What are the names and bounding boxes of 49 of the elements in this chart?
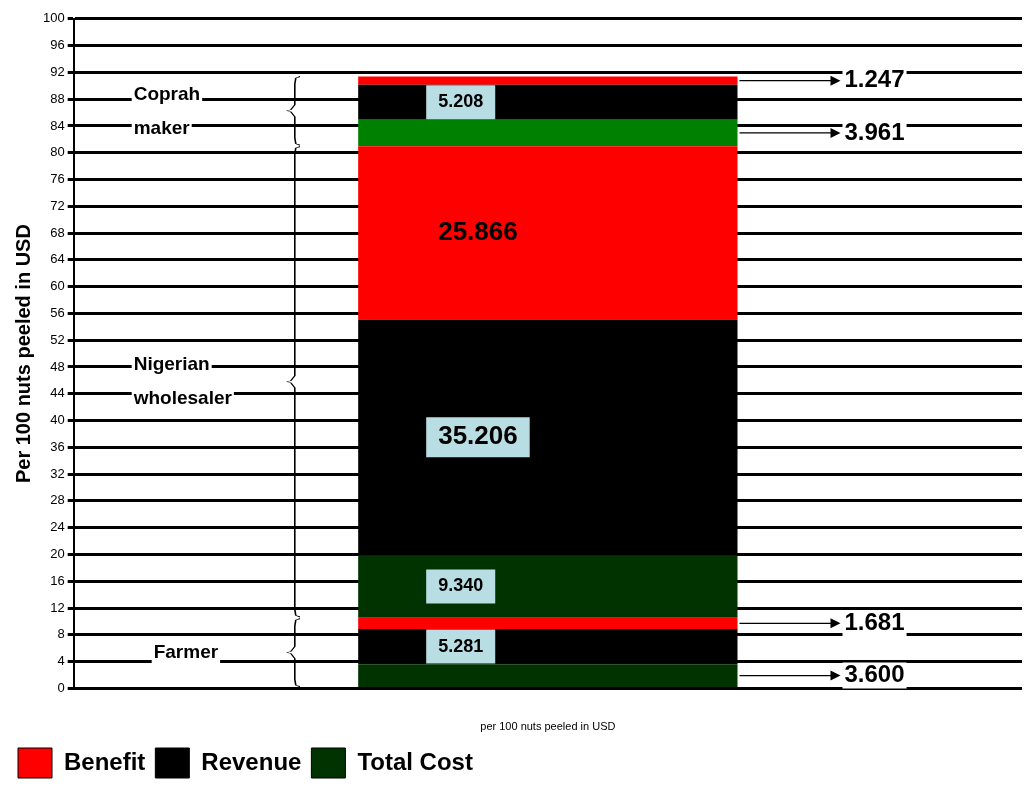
data-label: 3.961 <box>844 117 905 145</box>
y-axis-title: Per 100 nuts peeled in USD <box>11 224 34 484</box>
y-tick-label: 24 <box>50 519 65 535</box>
data-label: 1.681 <box>844 607 905 635</box>
data-label: 1.247 <box>844 65 905 93</box>
y-tick-label: 28 <box>50 492 65 508</box>
bar <box>358 76 738 85</box>
y-tick-label: 92 <box>50 63 65 79</box>
data-label: 3.600 <box>844 660 905 688</box>
y-tick-label: 0 <box>57 679 65 695</box>
data-label: 25.866 <box>438 215 518 246</box>
bar <box>358 617 738 629</box>
y-tick-label: 8 <box>57 626 65 642</box>
x-axis-title: per 100 nuts peeled in USD <box>480 720 616 733</box>
y-tick-label: 68 <box>50 224 65 240</box>
y-tick-label: 32 <box>50 465 65 481</box>
y-tick-label: 84 <box>50 117 65 133</box>
bar <box>358 664 738 687</box>
y-tick-label: 20 <box>50 546 65 562</box>
y-tick-label: 72 <box>50 197 65 213</box>
y-tick-label: 44 <box>50 385 65 401</box>
y-tick-label: 40 <box>50 412 65 428</box>
bar <box>358 146 738 320</box>
annotation: Nigerian wholesaler <box>132 353 233 409</box>
y-tick-label: 4 <box>57 653 65 669</box>
y-tick-label: 36 <box>50 438 65 454</box>
y-tick-label: 48 <box>50 358 65 374</box>
data-label: 5.281 <box>438 635 484 656</box>
y-tick-label: 52 <box>50 331 65 347</box>
data-label: 9.340 <box>438 575 484 596</box>
data-label: 5.208 <box>438 91 484 112</box>
y-tick-label: 60 <box>50 278 65 294</box>
y-tick-label: 64 <box>50 251 65 267</box>
y-tick-label: 100 <box>42 10 65 26</box>
y-tick-label: 16 <box>50 572 65 588</box>
y-tick-label: 96 <box>50 37 65 53</box>
data-label: 35.206 <box>438 420 518 451</box>
legend-label: Benefit <box>64 747 146 775</box>
bar <box>358 119 738 147</box>
legend-label: Revenue <box>201 747 302 775</box>
y-tick-label: 76 <box>50 171 65 187</box>
y-tick-label: 12 <box>50 599 65 615</box>
legend-label: Total Cost <box>357 747 473 775</box>
annotation: Farmer <box>153 640 219 662</box>
y-tick-label: 80 <box>50 144 65 160</box>
bar <box>358 555 738 618</box>
y-tick-label: 88 <box>50 90 65 106</box>
y-tick-label: 56 <box>50 305 65 320</box>
annotation: Coprah maker <box>133 82 201 138</box>
